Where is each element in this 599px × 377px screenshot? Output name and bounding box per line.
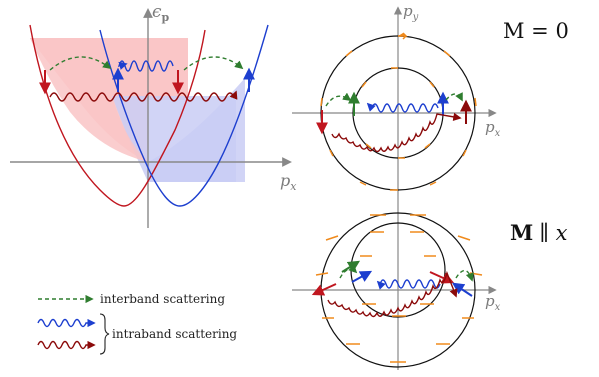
fermi-circles-mx: px M ∥ x bbox=[292, 212, 568, 368]
interband-arrow-top-2 bbox=[445, 92, 463, 102]
py-axis-label: py bbox=[403, 2, 419, 23]
intraband-wave-red-top bbox=[331, 112, 462, 153]
px-axis-bottom-label: px bbox=[485, 292, 501, 313]
spin-arrow-bottom-left-red bbox=[311, 283, 337, 296]
intraband-wave-blue-bottom bbox=[376, 279, 441, 290]
legend-intraband-red bbox=[37, 340, 96, 350]
legend-intraband-blue bbox=[37, 318, 96, 328]
spin-arrow-bottom-left-blue bbox=[351, 270, 373, 283]
interband-arrow-bottom-1 bbox=[339, 264, 358, 279]
intraband-wave-blue-top bbox=[366, 102, 439, 113]
spin-texture-top bbox=[320, 32, 477, 191]
legend-interband-label: interband scattering bbox=[100, 292, 225, 306]
panel-title-mx: M ∥ x bbox=[510, 220, 568, 245]
red-parabola bbox=[29, 24, 206, 207]
legend-brace bbox=[99, 313, 110, 355]
panel-title-m0: M = 0 bbox=[503, 19, 569, 43]
intraband-wave-blue bbox=[117, 60, 174, 72]
px-axis-left-label: px bbox=[280, 171, 297, 193]
blue-parabola bbox=[99, 24, 269, 207]
intraband-wave-red bbox=[49, 90, 238, 102]
interband-arrow-1 bbox=[49, 56, 112, 71]
spin-arrow-bottom-left-green bbox=[341, 260, 361, 273]
legend: interband scattering intraband scatterin… bbox=[37, 292, 237, 355]
intraband-wave-red-bottom bbox=[327, 270, 458, 318]
legend-intraband-label: intraband scattering bbox=[112, 327, 237, 341]
fermi-circles-m0: py px M = 0 bbox=[292, 2, 569, 370]
spin-arrow-bottom-right-red bbox=[429, 271, 455, 284]
px-axis-top-label: px bbox=[485, 118, 501, 139]
band-diagram: ϵp px bbox=[10, 2, 297, 228]
interband-arrow-top-1 bbox=[325, 92, 352, 107]
interband-arrow-2 bbox=[183, 56, 244, 71]
interband-arrow-bottom-2 bbox=[455, 269, 474, 282]
spin-arrow-bottom-right-blue bbox=[452, 282, 473, 297]
energy-axis-label: ϵp bbox=[152, 2, 170, 24]
